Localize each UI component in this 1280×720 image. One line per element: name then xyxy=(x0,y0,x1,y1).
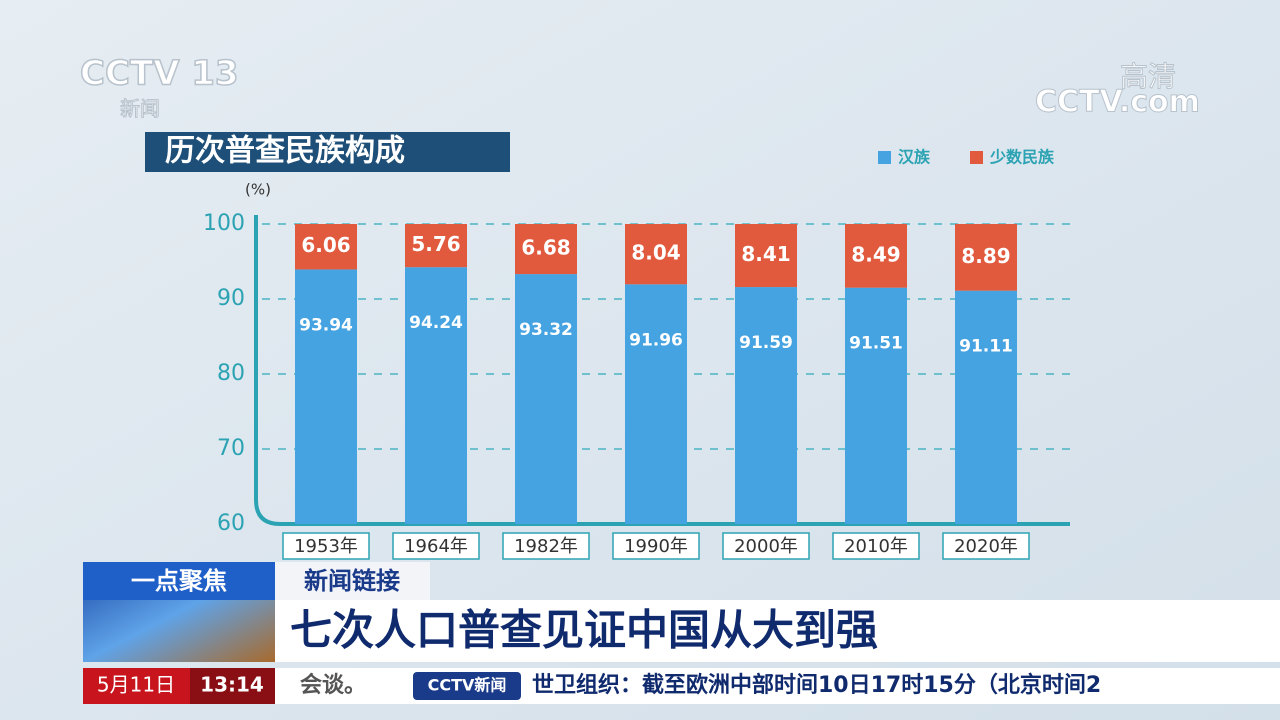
x-tick-label: 2010年 xyxy=(844,536,908,557)
date-box xyxy=(83,668,190,704)
value-label: 91.51 xyxy=(849,334,903,354)
bar-segment xyxy=(405,224,467,268)
y-tick-label: 60 xyxy=(217,511,245,536)
value-label: 6.68 xyxy=(521,236,570,260)
bar-segment xyxy=(845,287,907,524)
bar-segment xyxy=(295,269,357,524)
site-logo: CCTV.com xyxy=(1035,85,1200,120)
bar-segment xyxy=(515,274,577,524)
hd-logo: 高清 xyxy=(1120,60,1176,93)
x-tick-box xyxy=(832,532,920,560)
ticker-prev: 会谈。 xyxy=(300,672,366,698)
x-tick-box xyxy=(612,532,700,560)
section-label: 一点聚焦 xyxy=(131,567,227,595)
y-axis-label: (%) xyxy=(245,181,271,199)
x-tick-label: 1982年 xyxy=(514,536,578,557)
x-tick-label: 1964年 xyxy=(404,536,468,557)
x-tick-box xyxy=(502,532,590,560)
tag-label: 新闻链接 xyxy=(304,567,400,595)
value-label: 91.11 xyxy=(959,337,1013,357)
value-label: 93.94 xyxy=(299,315,353,335)
x-tick-box xyxy=(392,532,480,560)
value-label: 5.76 xyxy=(411,232,460,256)
bar-segment xyxy=(735,287,797,524)
y-tick-label: 70 xyxy=(217,436,245,461)
value-label: 93.32 xyxy=(519,320,573,340)
ticker-bar xyxy=(83,668,1280,704)
value-label: 8.41 xyxy=(741,242,790,266)
x-tick-box xyxy=(942,532,1030,560)
bar-segment xyxy=(955,224,1017,291)
tag-box xyxy=(275,562,430,600)
value-label: 8.89 xyxy=(961,244,1010,268)
legend-label: 少数民族 xyxy=(989,148,1055,167)
bar-segment xyxy=(845,224,907,288)
legend-swatch xyxy=(970,151,983,164)
x-tick-label: 1990年 xyxy=(624,536,688,557)
bar-segment xyxy=(295,224,357,270)
bar-segment xyxy=(625,224,687,285)
y-tick-label: 90 xyxy=(217,286,245,311)
x-tick-box xyxy=(722,532,810,560)
time-box xyxy=(190,668,275,704)
value-label: 8.04 xyxy=(631,241,680,265)
value-label: 8.49 xyxy=(851,242,900,266)
x-tick-label: 2020年 xyxy=(954,536,1018,557)
x-tick-label: 2000年 xyxy=(734,536,798,557)
channel-name: 新闻 xyxy=(120,97,160,121)
bar-segment xyxy=(955,290,1017,524)
y-tick-label: 80 xyxy=(217,361,245,386)
channel-logo: CCTV 13 xyxy=(80,54,239,94)
section-box xyxy=(83,562,275,600)
axis-line xyxy=(254,215,1070,526)
ticker-date: 5月11日 xyxy=(97,673,175,697)
legend-label: 汉族 xyxy=(898,148,931,167)
chart-title: 历次普查民族构成 xyxy=(165,134,405,169)
legend-swatch xyxy=(878,151,891,164)
value-label: 94.24 xyxy=(409,313,463,333)
ticker-logo-box xyxy=(413,672,521,700)
value-label: 91.59 xyxy=(739,333,793,353)
bar-segment xyxy=(515,224,577,275)
ticker-text: 世卫组织：截至欧洲中部时间10日17时15分（北京时间2 xyxy=(532,672,1101,698)
bar-segment xyxy=(735,224,797,288)
bar-segment xyxy=(625,284,687,524)
x-tick-box xyxy=(282,532,370,560)
ticker-logo: CCTV新闻 xyxy=(428,676,507,695)
value-label: 91.96 xyxy=(629,330,683,350)
value-label: 6.06 xyxy=(301,233,350,257)
headline: 七次人口普查见证中国从大到强 xyxy=(290,606,878,655)
x-tick-label: 1953年 xyxy=(294,536,358,557)
ticker-time: 13:14 xyxy=(200,673,264,697)
headline-box xyxy=(275,600,1280,662)
y-tick-label: 100 xyxy=(203,211,245,236)
bar-segment xyxy=(405,267,467,524)
title-box xyxy=(145,132,510,172)
